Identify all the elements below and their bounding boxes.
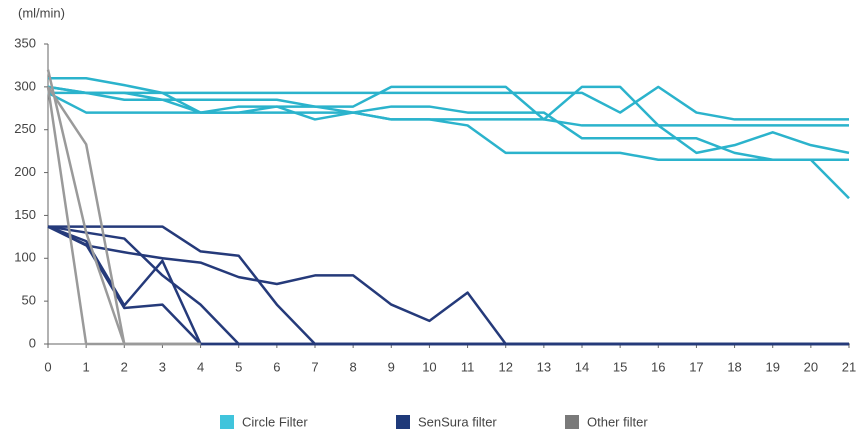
x-tick-label: 14	[575, 359, 589, 374]
x-tick-label: 3	[159, 359, 166, 374]
x-tick-label: 20	[804, 359, 818, 374]
data-line	[47, 85, 849, 127]
legend-swatch	[565, 415, 579, 429]
x-tick-label: 13	[537, 359, 551, 374]
data-line	[48, 91, 850, 200]
legend-label: SenSura filter	[418, 414, 497, 429]
x-tick-label: 5	[235, 359, 242, 374]
x-tick-label: 21	[842, 359, 856, 374]
x-tick-label: 7	[311, 359, 318, 374]
x-tick-label: 18	[727, 359, 741, 374]
x-tick-label: 0	[44, 359, 51, 374]
data-line	[48, 225, 849, 346]
x-tick-label: 15	[613, 359, 627, 374]
x-tick-label: 8	[350, 359, 357, 374]
data-line	[47, 225, 849, 346]
x-tick-label: 16	[651, 359, 665, 374]
x-tick-label: 1	[83, 359, 90, 374]
y-tick-label: 50	[22, 293, 36, 308]
data-line	[47, 85, 850, 155]
legend-label: Circle Filter	[242, 414, 308, 429]
data-line	[46, 69, 201, 346]
x-tick-label: 9	[388, 359, 395, 374]
legend-swatch	[396, 415, 410, 429]
x-tick-label: 6	[273, 359, 280, 374]
data-line	[47, 91, 849, 161]
y-tick-label: 200	[14, 164, 36, 179]
x-tick-label: 19	[765, 359, 779, 374]
data-line	[47, 225, 849, 346]
y-tick-label: 0	[29, 335, 36, 350]
y-tick-label: 350	[14, 35, 36, 50]
legend-swatch	[220, 415, 234, 429]
data-line	[47, 225, 849, 346]
data-line	[47, 225, 849, 346]
legend-label: Other filter	[587, 414, 648, 429]
y-tick-label: 100	[14, 250, 36, 265]
y-tick-label: 300	[14, 78, 36, 93]
y-tick-label: 150	[14, 207, 36, 222]
x-tick-label: 11	[461, 359, 475, 374]
y-tick-label: 250	[14, 121, 36, 136]
x-tick-label: 4	[197, 359, 204, 374]
data-line	[48, 77, 849, 121]
x-tick-label: 2	[121, 359, 128, 374]
x-tick-label: 12	[498, 359, 512, 374]
x-tick-label: 17	[689, 359, 703, 374]
y-unit: (ml/min)	[18, 5, 65, 20]
x-tick-label: 10	[422, 359, 436, 374]
